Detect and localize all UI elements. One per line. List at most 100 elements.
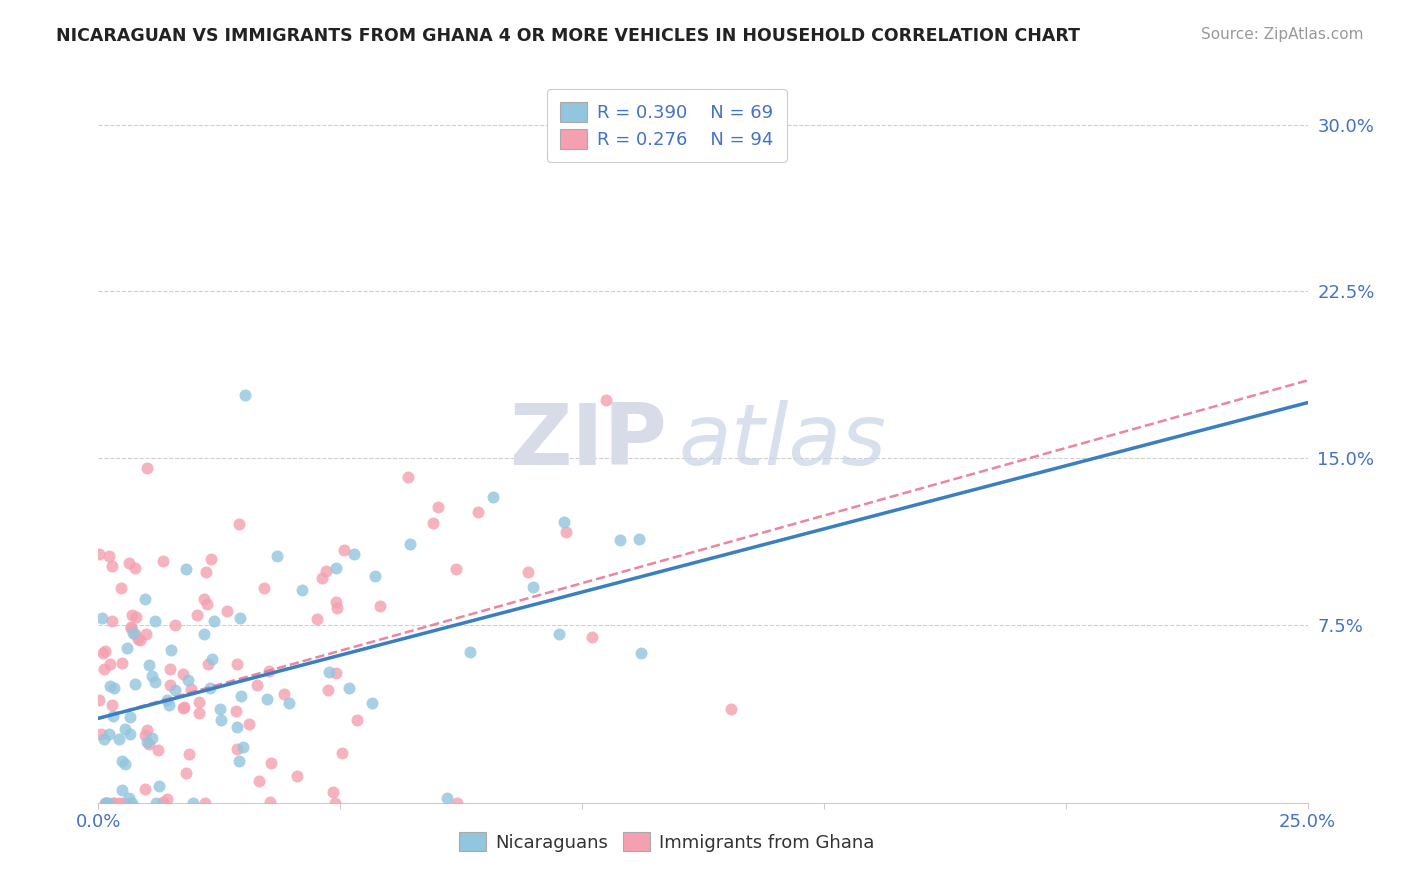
Point: [181, 796, 204, 810]
Point: [103, 796, 125, 810]
Point: [156, 693, 179, 707]
Point: [368, 599, 391, 614]
Point: [135, 627, 157, 641]
Point: [90, 611, 112, 625]
Point: [118, 796, 141, 810]
Point: [194, 796, 217, 810]
Point: [516, 565, 538, 579]
Point: [202, 614, 225, 628]
Point: [253, 581, 276, 595]
Point: [396, 470, 419, 484]
Point: [111, 754, 134, 768]
Point: [188, 706, 211, 720]
Point: [124, 627, 146, 641]
Point: [174, 562, 197, 576]
Point: [98, 657, 121, 671]
Point: [152, 554, 174, 568]
Point: [482, 490, 505, 504]
Point: [217, 604, 239, 618]
Point: [163, 682, 186, 697]
Point: [458, 645, 481, 659]
Point: [93, 662, 115, 676]
Point: [260, 756, 283, 770]
Point: [266, 549, 288, 563]
Point: [107, 732, 129, 747]
Point: [422, 516, 444, 530]
Point: [360, 696, 382, 710]
Point: [141, 669, 163, 683]
Point: [120, 620, 142, 634]
Point: [89, 692, 111, 706]
Point: [103, 681, 125, 695]
Point: [233, 388, 256, 402]
Point: [114, 722, 136, 736]
Point: [118, 790, 141, 805]
Point: [177, 673, 200, 687]
Point: [134, 591, 156, 606]
Point: [273, 687, 295, 701]
Point: [229, 689, 252, 703]
Point: [398, 537, 420, 551]
Text: ZIP: ZIP: [509, 400, 666, 483]
Point: [630, 646, 652, 660]
Point: [138, 738, 160, 752]
Point: [101, 698, 124, 713]
Point: [246, 678, 269, 692]
Point: [226, 720, 249, 734]
Point: [609, 533, 631, 547]
Point: [332, 746, 354, 760]
Point: [121, 608, 143, 623]
Point: [172, 700, 194, 714]
Point: [121, 796, 143, 810]
Point: [160, 643, 183, 657]
Point: [291, 582, 314, 597]
Point: [325, 666, 347, 681]
Point: [172, 666, 194, 681]
Point: [97, 796, 120, 810]
Point: [200, 552, 222, 566]
Point: [333, 542, 356, 557]
Point: [285, 769, 308, 783]
Point: [595, 393, 617, 408]
Point: [129, 632, 152, 647]
Point: [94, 796, 117, 810]
Point: [127, 632, 149, 647]
Point: [89, 547, 111, 561]
Point: [111, 656, 134, 670]
Point: [225, 704, 247, 718]
Point: [117, 640, 139, 655]
Point: [165, 618, 187, 632]
Point: [159, 662, 181, 676]
Point: [118, 727, 141, 741]
Point: [195, 597, 218, 611]
Point: [124, 560, 146, 574]
Point: [136, 723, 159, 738]
Point: [90, 726, 112, 740]
Point: [720, 702, 742, 716]
Point: [256, 692, 278, 706]
Point: [209, 713, 232, 727]
Point: [325, 561, 347, 575]
Point: [143, 674, 166, 689]
Point: [94, 796, 117, 810]
Point: [134, 782, 156, 797]
Point: [337, 681, 360, 696]
Point: [159, 678, 181, 692]
Point: [122, 626, 145, 640]
Point: [467, 505, 489, 519]
Point: [323, 796, 346, 810]
Point: [522, 580, 544, 594]
Point: [228, 516, 250, 531]
Point: [627, 532, 650, 546]
Point: [326, 601, 349, 615]
Point: [135, 461, 157, 475]
Point: [343, 547, 366, 561]
Point: [100, 614, 122, 628]
Point: [554, 525, 576, 540]
Point: [134, 728, 156, 742]
Point: [581, 630, 603, 644]
Point: [232, 740, 254, 755]
Point: [94, 796, 117, 810]
Point: [346, 713, 368, 727]
Point: [173, 700, 195, 714]
